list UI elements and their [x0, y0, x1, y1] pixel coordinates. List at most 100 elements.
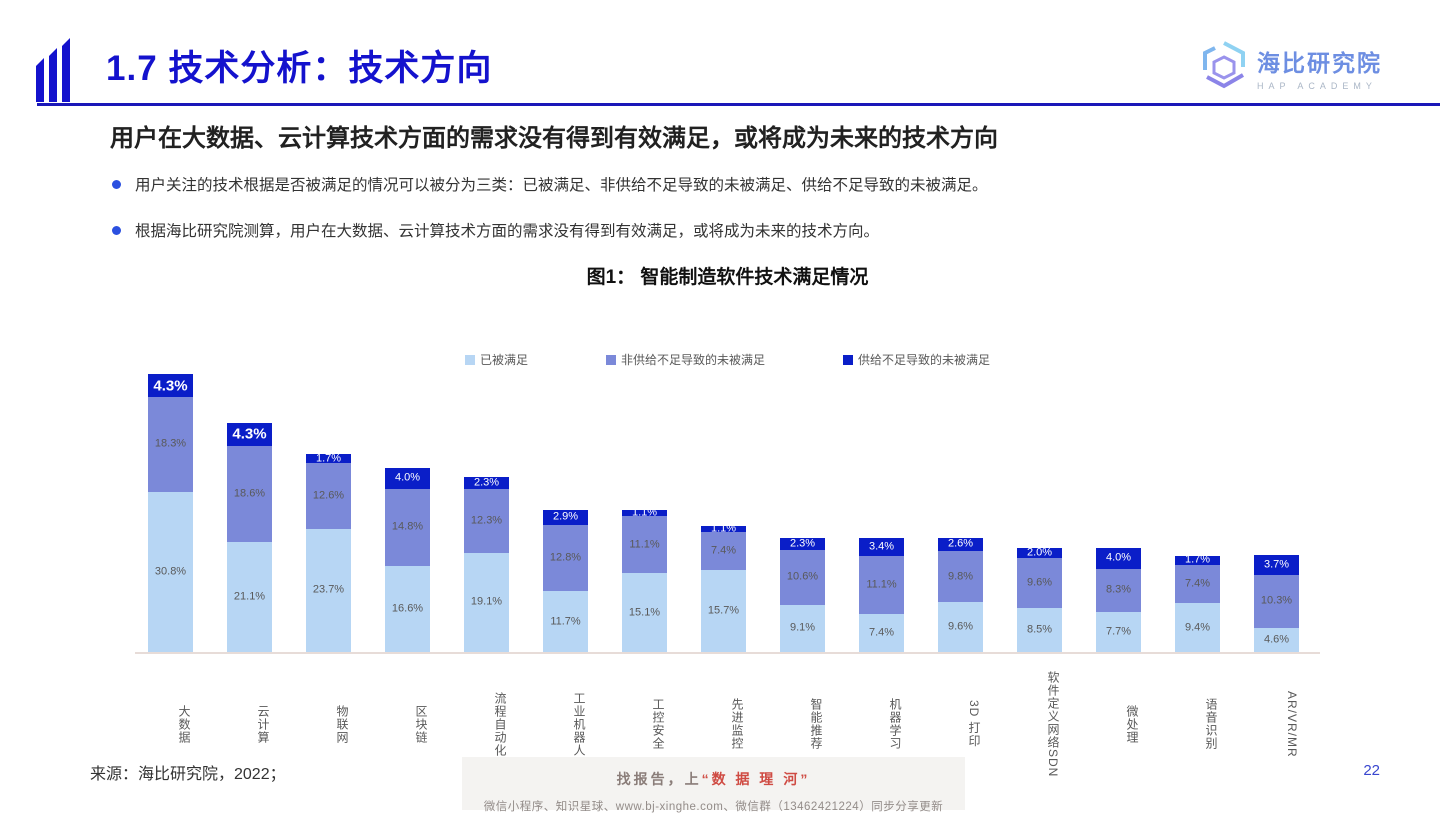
bar-value-label: 8.5%: [1026, 623, 1053, 636]
bar-value-label: 4.3%: [153, 377, 188, 394]
bar-value-label: 7.4%: [1184, 577, 1211, 590]
bar-value-label: 23.7%: [312, 583, 345, 596]
legend-label: 已被满足: [479, 353, 528, 367]
bar-value-label: 15.7%: [707, 604, 740, 617]
bar-value-label: 10.6%: [786, 570, 819, 583]
bar-segment: 18.3%: [148, 396, 193, 492]
bar-value-label: 21.1%: [233, 590, 266, 603]
bar-value-label: 2.0%: [1026, 546, 1053, 559]
bullet-item: 用户关注的技术根据是否被满足的情况可以被分为三类：已被满足、非供给不足导致的未被…: [112, 175, 1342, 197]
category-label: 3D 打印: [967, 700, 981, 748]
company-logo: 海比研究院 HAP ACADEMY: [1201, 40, 1382, 95]
bar-segment: 4.3%: [227, 423, 272, 446]
stacked-bar: 7.4% 11.1% 3.4%: [859, 538, 904, 652]
bar-segment: 30.8%: [148, 491, 193, 652]
cube-logo-icon: [1201, 40, 1247, 95]
bar-segment: 12.6%: [306, 463, 351, 529]
stacked-bar: 15.1% 11.1% 1.1%: [622, 506, 667, 652]
chart: 图1： 智能制造软件技术满足情况 已被满足 非供给不足导致的未被满足 供给不足导致的…: [135, 262, 1320, 784]
chart-title: 图1： 智能制造软件技术满足情况: [586, 267, 869, 288]
legend-swatch-icon: [464, 354, 475, 365]
source-note: 来源：海比研究院，2022；: [90, 766, 286, 783]
legend-label: 非供给不足导致的未被满足: [620, 353, 765, 367]
bar-segment: 2.3%: [464, 477, 509, 489]
watermark-banner: 找报告，上“数 据 瑆 河” 微信小程序、知识星球、www.bj-xinghe.…: [462, 757, 965, 813]
bar-segment: 19.1%: [464, 552, 509, 652]
category-label: 工业机器人: [572, 691, 586, 757]
bar-segment: 4.3%: [148, 374, 193, 397]
bar-segment: 9.6%: [938, 602, 983, 652]
category-label: 工控安全: [651, 698, 665, 750]
bar-value-label: 18.3%: [154, 437, 187, 450]
bar-segment: 15.1%: [622, 573, 667, 652]
stacked-bar: 19.1% 12.3% 2.3%: [464, 477, 509, 652]
bar-value-label: 19.1%: [470, 595, 503, 608]
bullet-text: 根据海比研究院测算，用户在大数据、云计算技术方面的需求没有得到有效满足，或将成为…: [135, 223, 880, 240]
stacked-bar: 11.7% 12.8% 2.9%: [543, 509, 588, 652]
bar-segment: 8.5%: [1017, 607, 1062, 652]
bar-segment: 7.4%: [701, 531, 746, 571]
bar-segment: 9.8%: [938, 551, 983, 603]
bar-segment: 2.6%: [938, 537, 983, 552]
bar-value-label: 9.8%: [947, 570, 974, 583]
bar-chart-logo-icon: [36, 38, 76, 107]
legend-item: 供给不足导致的未被满足: [843, 351, 990, 368]
legend-item: 已被满足: [464, 351, 528, 368]
bar-segment: 2.0%: [1017, 546, 1062, 559]
logo-name: 海比研究院: [1257, 50, 1382, 76]
bar-segment: 16.6%: [385, 565, 430, 652]
bar-value-label: 10.3%: [1260, 594, 1293, 607]
page-title: 1.7 技术分析：技术方向: [106, 49, 493, 88]
bar-segment: 9.6%: [1017, 557, 1062, 608]
bar-value-label: 9.6%: [1026, 576, 1053, 589]
legend-item: 非供给不足导致的未被满足: [605, 351, 765, 368]
category-label: 语音识别: [1204, 698, 1218, 750]
bar-value-label: 12.8%: [549, 551, 582, 564]
stacked-bar: 16.6% 14.8% 4.0%: [385, 467, 430, 652]
bar-value-label: 12.3%: [470, 514, 503, 527]
bar-segment: 12.8%: [543, 524, 588, 592]
bar-segment: 7.4%: [859, 613, 904, 652]
category-label: 微处理: [1125, 704, 1139, 744]
stacked-bar: 9.1% 10.6% 2.3%: [780, 538, 825, 652]
bar-segment: 23.7%: [306, 528, 351, 652]
stacked-bar: 8.5% 9.6% 2.0%: [1017, 546, 1062, 652]
bar-value-label: 1.1%: [710, 522, 737, 535]
bar-segment: 1.7%: [306, 452, 351, 465]
chart-plot-area: 30.8% 18.3% 4.3% 21.1% 18.6% 4.3% 23.7% 12.6% 1.…: [135, 374, 1320, 654]
bar-value-label: 1.1%: [631, 506, 658, 519]
bar-segment: 2.3%: [780, 538, 825, 550]
bar-value-label: 16.6%: [391, 602, 424, 615]
category-label: 云计算: [256, 704, 270, 744]
bar-segment: 1.1%: [701, 522, 746, 535]
stacked-bar: 15.7% 7.4% 1.1%: [701, 522, 746, 652]
bar-value-label: 18.6%: [233, 487, 266, 500]
bar-segment: 11.1%: [859, 555, 904, 614]
category-label: 智能推荐: [809, 698, 823, 750]
bar-value-label: 11.1%: [629, 538, 660, 551]
logo-subtitle: HAP ACADEMY: [1257, 81, 1377, 91]
bar-value-label: 1.7%: [315, 452, 342, 465]
bar-segment: 12.3%: [464, 488, 509, 553]
bar-segment: 9.4%: [1175, 603, 1220, 652]
stacked-bar: 9.4% 7.4% 1.7%: [1175, 554, 1220, 652]
bar-value-label: 7.7%: [1105, 625, 1132, 638]
category-label: 流程自动化: [493, 691, 507, 757]
bar-value-label: 11.7%: [550, 615, 581, 628]
bar-segment: 2.9%: [543, 509, 588, 525]
chart-legend: 已被满足 非供给不足导致的未被满足 供给不足导致的未被满足: [135, 351, 1320, 368]
bar-segment: 10.6%: [780, 549, 825, 605]
stacked-bar: 21.1% 18.6% 4.3%: [227, 423, 272, 652]
legend-swatch-icon: [843, 354, 853, 365]
bar-value-label: 3.7%: [1263, 558, 1290, 571]
bar-value-label: 8.3%: [1105, 583, 1132, 596]
bar-value-label: 12.6%: [312, 489, 345, 502]
bar-value-label: 9.4%: [1184, 621, 1211, 634]
category-label: 软件定义网络SDN: [1046, 670, 1060, 778]
bar-segment: 3.7%: [1254, 555, 1299, 575]
bar-segment: 7.4%: [1175, 564, 1220, 604]
legend-swatch-icon: [605, 354, 616, 365]
bar-value-label: 9.1%: [789, 621, 816, 634]
bar-segment: 21.1%: [227, 542, 272, 652]
chart-category-axis: 大数据 云计算 物联网 区块链 流程自动化 工业机器人 工控安全 先进监控 智能推荐 机器学习 3D…: [135, 664, 1320, 784]
